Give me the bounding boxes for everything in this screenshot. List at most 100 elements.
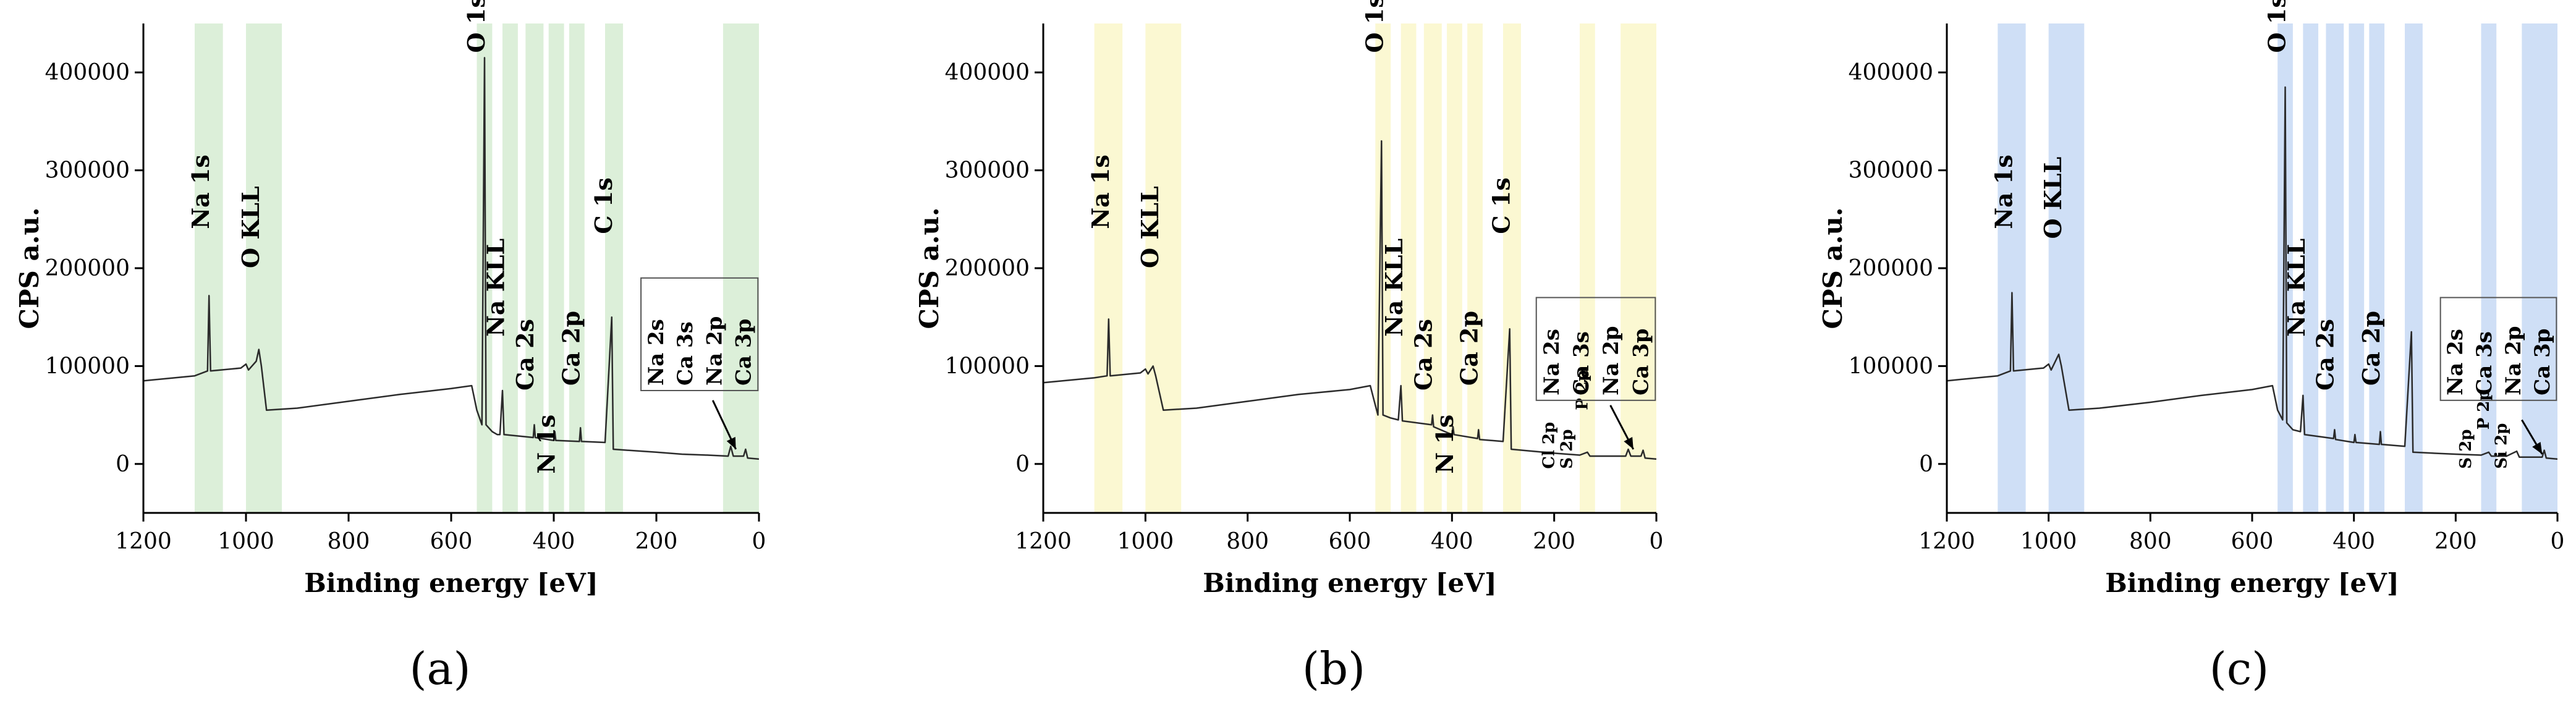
highlight-band — [1503, 23, 1521, 513]
arrow-head — [726, 437, 736, 450]
peak-label: Na 1s — [1087, 154, 1114, 229]
spectrum-line — [1947, 86, 2557, 460]
peak-label: O KLL — [2039, 157, 2067, 239]
x-tick-label: 1000 — [218, 529, 274, 554]
y-tick-label: 400000 — [45, 60, 130, 85]
x-tick-label: 800 — [1226, 529, 1269, 554]
chart-panel-2: 1200 1000 800 600 400 200 0 0 100000 200000 300000… — [1818, 0, 2564, 598]
peak-label: Ca 2p — [1455, 311, 1483, 386]
peak-group-label: Na 2s — [1540, 329, 1564, 395]
peak-label: Ca 2p — [557, 311, 585, 386]
peak-label: O 1s — [1361, 0, 1389, 53]
peak-label: Ca 2s — [1409, 319, 1437, 391]
y-tick-label: 100000 — [1849, 353, 1933, 379]
highlight-band — [1400, 23, 1417, 513]
peak-group-label: Ca 3p — [2530, 328, 2555, 395]
chart-panel-1: 1200 1000 800 600 400 200 0 0 100000 200000 300000… — [914, 0, 1663, 598]
chart-panel-0: 1200 1000 800 600 400 200 0 0 100000 200000 300000… — [14, 0, 766, 598]
peak-group-label: Ca 3s — [1569, 331, 1594, 395]
highlight-band — [2522, 23, 2557, 513]
y-tick-label: 0 — [1015, 452, 1030, 477]
peak-label: C 1s — [1488, 177, 1515, 234]
panel-label-c: (c) — [2209, 643, 2269, 695]
peak-label: Na 1s — [187, 154, 214, 229]
highlight-band — [2369, 23, 2385, 513]
peak-label: P 2p — [1573, 370, 1591, 410]
y-axis-title: CPS a.u. — [14, 208, 44, 329]
y-tick-label: 200000 — [945, 256, 1030, 281]
x-tick-label: 1000 — [2020, 529, 2077, 554]
peak-label: Ca 2p — [2357, 311, 2385, 386]
y-tick-label: 300000 — [945, 158, 1030, 184]
highlight-band — [722, 23, 759, 513]
peak-label: Na KLL — [1380, 239, 1408, 337]
peak-label: Na 1s — [1989, 154, 2017, 229]
highlight-band — [1375, 23, 1391, 513]
x-tick-label: 400 — [1431, 529, 1473, 554]
x-tick-label: 600 — [2231, 529, 2274, 554]
peak-label: O 1s — [2263, 0, 2291, 53]
panel-label-a: (a) — [409, 643, 471, 695]
highlight-band — [2405, 23, 2423, 513]
peak-label: Cl 2p — [1540, 422, 1559, 469]
peak-group-box — [2439, 297, 2557, 401]
peak-group-label: Na 2p — [2501, 326, 2526, 395]
x-tick-label: 0 — [2551, 529, 2565, 554]
peak-label: Ca 2s — [2311, 319, 2339, 391]
x-axis-title: Binding energy [eV] — [304, 568, 598, 598]
highlight-band — [1580, 23, 1595, 513]
x-tick-label: 1200 — [1918, 529, 1975, 554]
arrow-head — [2532, 442, 2543, 454]
x-tick-label: 200 — [2434, 529, 2477, 554]
peak-group-box — [1535, 297, 1656, 401]
peak-label: O 1s — [462, 0, 490, 53]
spectrum-line — [1043, 140, 1656, 460]
arrow-head — [1624, 437, 1633, 450]
peak-label: S 2p — [1558, 429, 1577, 469]
peak-group-label: Ca 3p — [732, 319, 756, 386]
x-tick-label: 1200 — [115, 529, 172, 554]
peak-group-label: Na 2s — [644, 319, 669, 386]
highlight-band — [195, 23, 223, 513]
peak-label: O KLL — [1136, 186, 1164, 268]
y-tick-label: 0 — [1919, 452, 1933, 477]
highlight-band — [605, 23, 624, 513]
y-tick-label: 400000 — [1849, 60, 1933, 85]
peak-group-label: Na 2s — [2443, 329, 2468, 395]
x-tick-label: 800 — [328, 529, 370, 554]
x-tick-label: 600 — [1329, 529, 1371, 554]
highlight-band — [2349, 23, 2365, 513]
x-axis-title: Binding energy [eV] — [1203, 568, 1496, 598]
peak-label: Na KLL — [481, 239, 509, 337]
spectrum-line — [143, 57, 759, 460]
x-axis-title: Binding energy [eV] — [2105, 568, 2399, 598]
highlight-band — [569, 23, 585, 513]
highlight-band — [1998, 23, 2026, 513]
x-tick-label: 800 — [2129, 529, 2172, 554]
highlight-band — [1145, 23, 1182, 513]
highlight-band — [502, 23, 518, 513]
y-tick-label: 200000 — [45, 256, 130, 281]
y-axis-title: CPS a.u. — [1818, 208, 1848, 329]
y-axis-title: CPS a.u. — [914, 208, 944, 329]
y-tick-label: 100000 — [945, 353, 1030, 379]
peak-label: C 1s — [590, 177, 617, 234]
x-tick-label: 200 — [635, 529, 678, 554]
peak-label: S 2p — [2457, 429, 2475, 469]
peak-label: P 2p — [2475, 389, 2493, 429]
panel-label-b: (b) — [1302, 643, 1366, 695]
highlight-band — [2303, 23, 2319, 513]
peak-label: N 1s — [1431, 415, 1459, 474]
x-tick-label: 600 — [430, 529, 473, 554]
highlight-band — [1467, 23, 1483, 513]
highlight-band — [2481, 23, 2497, 513]
peak-label: Si 2p — [2493, 423, 2511, 469]
y-tick-label: 300000 — [1849, 158, 1933, 184]
y-tick-label: 100000 — [45, 353, 130, 379]
peak-group-label: Na 2p — [1599, 326, 1624, 395]
highlight-band — [1094, 23, 1123, 513]
x-tick-label: 1200 — [1015, 529, 1072, 554]
highlight-band — [548, 23, 564, 513]
highlight-band — [1423, 23, 1442, 513]
